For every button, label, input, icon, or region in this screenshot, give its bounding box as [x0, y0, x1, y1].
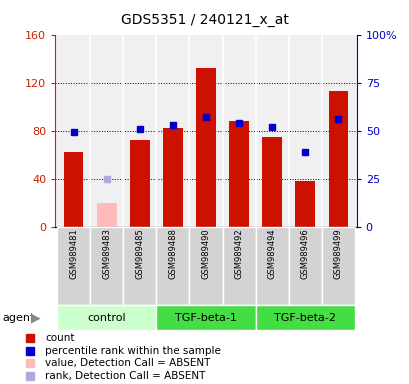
Bar	[222, 227, 255, 305]
Bar	[162, 128, 182, 227]
Text: agent: agent	[2, 313, 34, 323]
Bar	[189, 227, 222, 305]
Text: GSM989496: GSM989496	[300, 228, 309, 279]
Bar	[288, 227, 321, 305]
Text: TGF-beta-1: TGF-beta-1	[175, 313, 236, 323]
Bar	[156, 227, 189, 305]
Text: GSM989488: GSM989488	[168, 228, 177, 279]
Text: GSM989490: GSM989490	[201, 228, 210, 279]
Text: ▶: ▶	[31, 311, 40, 324]
Bar	[123, 227, 156, 305]
Text: GSM989485: GSM989485	[135, 228, 144, 279]
Bar	[63, 152, 83, 227]
Text: GSM989499: GSM989499	[333, 228, 342, 279]
Text: GSM989481: GSM989481	[69, 228, 78, 279]
Bar	[321, 227, 354, 305]
Text: percentile rank within the sample: percentile rank within the sample	[45, 346, 220, 356]
Bar	[328, 91, 348, 227]
Bar	[97, 203, 116, 227]
Bar	[295, 181, 315, 227]
Bar	[57, 227, 90, 305]
Bar	[196, 68, 216, 227]
Bar	[262, 137, 281, 227]
Text: count: count	[45, 333, 74, 343]
Text: value, Detection Call = ABSENT: value, Detection Call = ABSENT	[45, 358, 210, 368]
Bar	[90, 227, 123, 305]
Text: control: control	[87, 313, 126, 323]
Bar	[57, 305, 156, 330]
Text: GSM989494: GSM989494	[267, 228, 276, 279]
Text: GDS5351 / 240121_x_at: GDS5351 / 240121_x_at	[121, 13, 288, 27]
Text: GSM989483: GSM989483	[102, 228, 111, 279]
Bar	[229, 121, 248, 227]
Text: rank, Detection Call = ABSENT: rank, Detection Call = ABSENT	[45, 371, 205, 381]
Bar	[156, 305, 255, 330]
Bar	[255, 227, 288, 305]
Text: GSM989492: GSM989492	[234, 228, 243, 279]
Bar	[130, 140, 149, 227]
Text: TGF-beta-2: TGF-beta-2	[274, 313, 335, 323]
Bar	[255, 305, 354, 330]
